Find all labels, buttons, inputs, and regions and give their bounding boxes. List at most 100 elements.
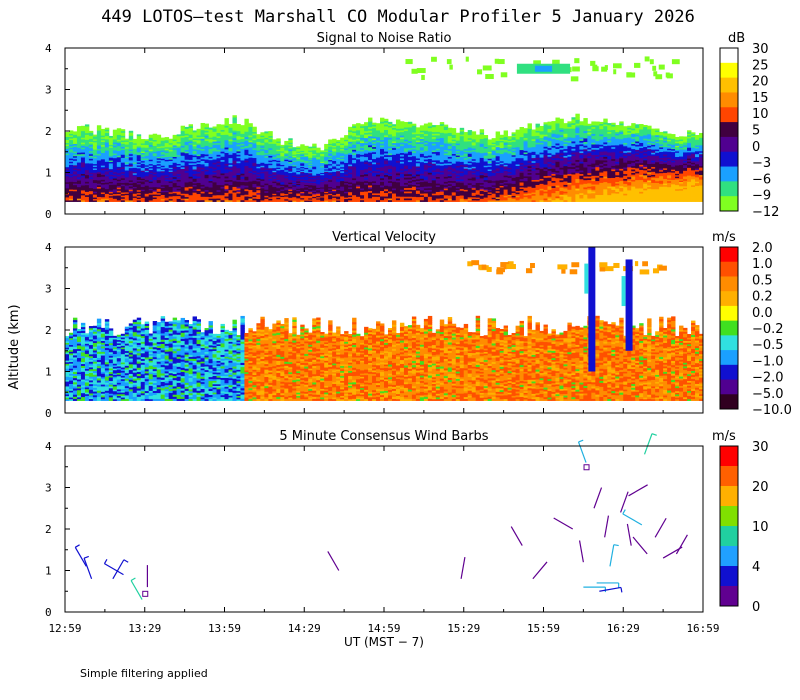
- snr-cell: [164, 160, 170, 163]
- snr-cell: [340, 154, 345, 157]
- snr-cell: [348, 185, 353, 188]
- snr-cell: [144, 148, 150, 151]
- snr-cell: [391, 141, 397, 144]
- snr-cell: [276, 141, 281, 143]
- snr-cell: [292, 167, 297, 169]
- snr-cell: [144, 188, 150, 190]
- snr-cell: [415, 180, 421, 183]
- snr-cell: [65, 139, 70, 142]
- snr-cell: [132, 164, 138, 167]
- snr-cell: [216, 189, 221, 192]
- snr-cell: [272, 158, 277, 161]
- snr-cell: [176, 135, 182, 138]
- snr-cell: [387, 182, 393, 185]
- snr-cell: [232, 156, 237, 159]
- snr-cell: [439, 123, 445, 126]
- snr-cell: [435, 198, 441, 201]
- snr-cell: [228, 147, 233, 150]
- snr-cell: [280, 151, 285, 153]
- snr-cell: [272, 175, 277, 178]
- snr-cell: [467, 148, 473, 151]
- snr-cell: [391, 166, 397, 169]
- snr-cell: [252, 175, 257, 178]
- snr-cell: [475, 191, 481, 194]
- snr-cell: [467, 165, 473, 168]
- snr-cell: [240, 198, 245, 201]
- snr-cell: [439, 199, 445, 202]
- snr-cell: [288, 171, 293, 174]
- snr-cell: [415, 169, 421, 172]
- snr-cell: [431, 140, 437, 143]
- snr-cell: [296, 148, 301, 151]
- snr-cell: [224, 172, 229, 175]
- snr-cell: [308, 180, 313, 182]
- snr-cell: [380, 157, 385, 161]
- snr-cell: [324, 150, 329, 152]
- snr-cell: [65, 142, 70, 145]
- snr-cell: [459, 191, 465, 194]
- snr-cell: [419, 125, 425, 128]
- snr-cell: [419, 194, 425, 197]
- snr-cell: [324, 189, 329, 191]
- snr-cell: [80, 160, 86, 163]
- snr-cell: [431, 150, 437, 153]
- snr-cell: [443, 154, 449, 157]
- snr-cell: [116, 153, 122, 156]
- snr-cell: [332, 176, 337, 179]
- snr-cell: [188, 186, 193, 189]
- snr-cell: [176, 198, 182, 201]
- snr-cell: [80, 148, 86, 151]
- snr-cell: [260, 194, 265, 196]
- snr-cell: [471, 169, 477, 172]
- snr-cell: [224, 177, 229, 181]
- snr-cell: [340, 195, 345, 198]
- snr-cell: [316, 180, 321, 183]
- snr-cell: [124, 168, 130, 171]
- snr-cell: [364, 198, 369, 201]
- snr-cell: [68, 167, 74, 170]
- snr-cell: [232, 195, 237, 199]
- snr-cell: [88, 135, 94, 138]
- snr-cell: [188, 188, 193, 191]
- snr-cell: [236, 198, 241, 201]
- snr-cell: [491, 173, 497, 176]
- snr-cell: [80, 166, 86, 170]
- snr-cell: [180, 166, 186, 169]
- snr-cell: [380, 137, 385, 140]
- snr-cell: [491, 150, 497, 153]
- snr-cell: [387, 196, 393, 199]
- snr-cell: [475, 176, 481, 179]
- snr-cell: [360, 191, 365, 194]
- snr-cell: [475, 194, 481, 197]
- snr-cell: [156, 165, 162, 168]
- snr-cell: [264, 200, 269, 202]
- snr-cell: [320, 164, 325, 167]
- snr-cell: [376, 189, 381, 192]
- snr-cell: [308, 168, 313, 170]
- snr-cell: [276, 178, 281, 180]
- snr-cell: [380, 154, 385, 157]
- snr-cell: [244, 172, 249, 175]
- snr-cell: [136, 154, 142, 157]
- snr-cell: [248, 128, 253, 131]
- snr-cell: [116, 160, 122, 163]
- snr-cell: [439, 194, 445, 197]
- snr-cell: [124, 198, 130, 201]
- snr-cell: [304, 195, 309, 198]
- snr-cell: [240, 126, 245, 129]
- snr-cell: [328, 200, 333, 202]
- snr-cell: [120, 187, 126, 190]
- snr-cell: [192, 158, 197, 161]
- snr-cell: [256, 200, 261, 202]
- snr-cell: [136, 143, 142, 145]
- snr-cell: [328, 190, 333, 193]
- snr-cell: [395, 119, 401, 122]
- snr-cell: [336, 156, 341, 158]
- snr-cell: [360, 141, 365, 144]
- snr-cell: [340, 140, 345, 143]
- snr-cell: [128, 133, 134, 136]
- snr-cell: [300, 182, 305, 185]
- snr-cell: [411, 145, 417, 148]
- snr-cell: [340, 139, 345, 141]
- snr-cell: [336, 169, 341, 172]
